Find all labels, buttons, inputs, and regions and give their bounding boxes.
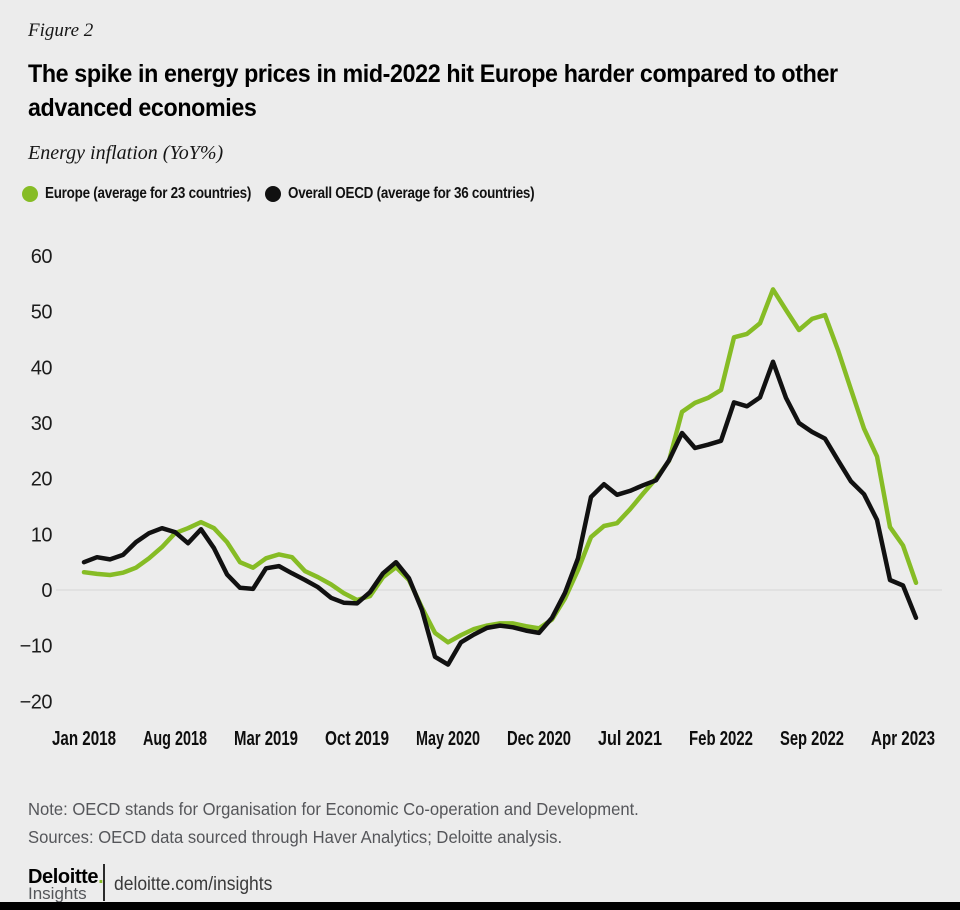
europe-legend-dot-icon [22,186,38,202]
x-axis-tick-label: Feb 2022 [689,728,753,750]
x-axis-tick-label: Aug 2018 [143,728,207,750]
chart-title-line-2: advanced economies [28,94,257,122]
line-chart: 60 50 40 30 20 10 0 −10 −20 Jan 2018 Aug 2018 Mar 2… [20,246,942,750]
x-axis-tick-label: Jul 2021 [598,728,662,750]
legend-label-europe: Europe (average for 23 countries) [45,185,252,202]
x-axis-tick-label: Sep 2022 [780,728,844,750]
bottom-bar [0,902,960,910]
note-text: Note: OECD stands for Organisation for E… [28,799,639,819]
y-axis-tick-label: 40 [31,357,53,379]
y-axis-tick-label: −10 [20,636,53,658]
deloitte-logo-wordmark: Deloitte. [28,866,104,889]
europe-line [81,287,919,645]
brand-insights-text: Insights [28,884,87,903]
site-url-text: deloitte.com/insights [114,874,273,895]
chart-title-line-1: The spike in energy prices in mid-2022 h… [28,60,838,88]
x-axis-tick-label: Mar 2019 [234,728,298,750]
y-axis-tick-label: 30 [31,413,53,435]
oecd-legend-dot-icon [265,186,281,202]
y-axis-tick-label: 0 [41,580,52,602]
legend-label-oecd: Overall OECD (average for 36 countries) [288,185,535,202]
y-axis-tick-label: 20 [31,469,53,491]
logo-divider [103,864,105,901]
x-axis-tick-label: Jan 2018 [52,728,116,750]
brand-name-text: Deloitte [28,866,99,888]
x-axis-tick-label: May 2020 [416,728,480,750]
chart-subtitle: Energy inflation (YoY%) [28,142,224,164]
y-axis-tick-label: −20 [20,691,53,713]
y-axis-tick-label: 10 [31,524,53,546]
oecd-line [81,359,919,667]
x-axis-tick-label: Dec 2020 [507,728,571,750]
x-axis-tick-label: Oct 2019 [325,728,389,750]
x-axis-tick-label: Apr 2023 [871,728,935,750]
y-axis-tick-label: 60 [31,246,53,268]
figure-label: Figure 2 [28,20,94,41]
y-axis-tick-label: 50 [31,302,53,324]
sources-text: Sources: OECD data sourced through Haver… [28,827,563,847]
brand-period: . [98,866,104,888]
